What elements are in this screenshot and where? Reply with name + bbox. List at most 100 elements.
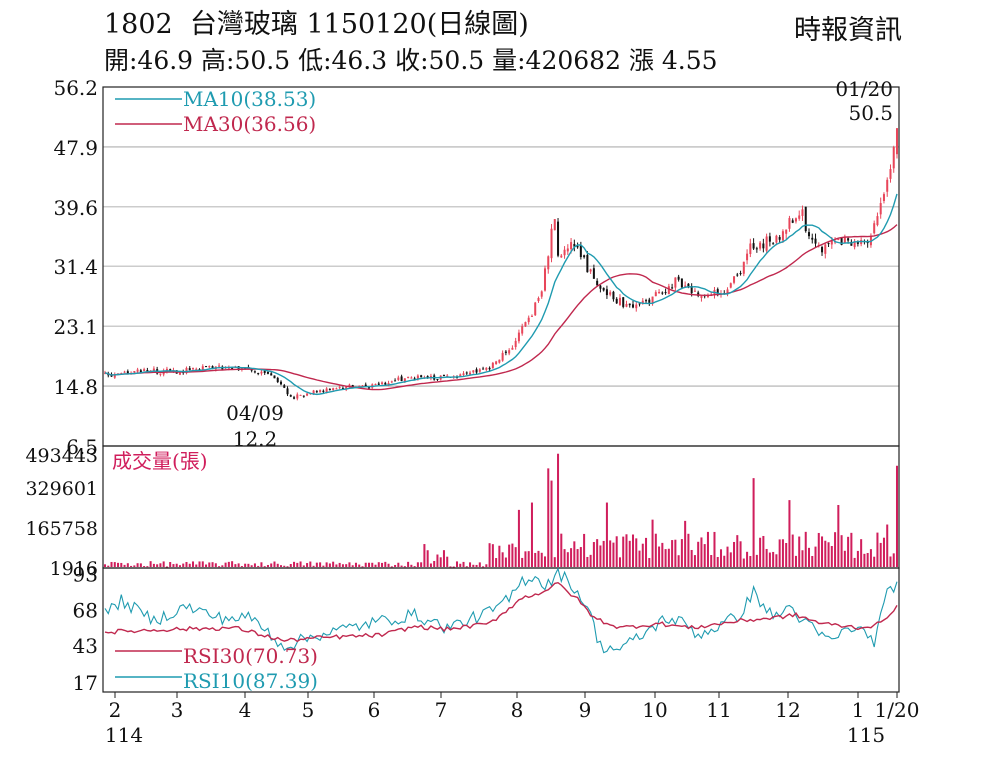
volume-bar [524,551,527,567]
volume-bar [270,563,273,567]
volume-bar [501,552,504,567]
x-year-label: 115 [847,723,885,747]
volume-bar [367,562,371,567]
volume-bar [247,563,250,567]
candle-body [791,220,794,223]
volume-bar [266,564,269,567]
candle-body [843,237,846,243]
volume-bar [589,554,592,567]
candle-body [394,380,397,382]
volume-bar [328,563,331,567]
volume-bar [762,535,765,567]
volume-bar [570,548,573,567]
volume-bar [240,566,243,568]
candle-body [296,394,299,399]
volume-bar [687,533,690,567]
candle-body [478,369,481,372]
volume-bar [231,561,234,567]
ma10-line [104,193,898,396]
candle-body [361,385,364,387]
volume-bar [605,502,608,567]
rsi-frame [102,567,900,693]
volume-bar [876,532,879,567]
x-tick-label: 2 [109,698,122,722]
volume-bar [557,453,560,567]
price-tick-label: 23.1 [53,315,98,339]
candle-body [462,373,465,376]
candle-body [690,286,693,294]
candle-body [358,385,361,388]
volume-tick-label: 1916 [50,558,98,580]
candle-body [459,374,462,377]
volume-bar [599,545,602,567]
volume-bar [791,534,794,567]
candle-body [465,372,468,374]
candle-body [658,291,661,294]
volume-bar [214,563,217,567]
candle-body [661,292,664,294]
volume-bar [159,563,162,567]
candle-body [772,243,775,245]
volume-bar [403,566,406,568]
volume-bar [733,541,736,567]
price-tick-label: 56.2 [53,76,98,100]
candle-body [266,371,269,374]
volume-bar [778,539,781,567]
candle-body [442,375,445,377]
volume-bar [162,561,165,567]
volume-bar [436,554,439,567]
volume-bar [719,549,723,567]
candle-body [716,289,719,294]
x-axis: 2 3 4 5 6 7 8 9 10 11 12 1 1/20 114 115 [105,692,919,747]
volume-bar [788,500,791,567]
volume-bar [742,558,745,567]
volume-bar [439,557,442,567]
volume-bar [482,566,485,568]
candle-body [635,304,638,309]
candle-body [729,283,732,288]
candle-body [570,242,573,250]
chart-header: 1802 台灣玻璃 1150120(日線圖) 時報資訊 開:46.9 高:50.… [0,0,1000,85]
volume-bar [341,564,344,567]
volume-bar [257,565,260,567]
candle-body [319,390,322,393]
source-label: 時報資訊 [794,15,902,46]
candle-body [837,239,840,241]
candle-body [547,256,550,270]
volume-bar [446,556,449,567]
volume-bar [299,561,302,567]
volume-bar [817,532,820,567]
candle-body [498,359,501,363]
price-tick-label: 47.9 [53,136,98,160]
volume-bar [807,547,811,567]
volume-bar [837,504,840,567]
volume-bar [504,557,507,567]
candle-body [508,350,511,354]
candle-body [315,391,318,393]
volume-bar [416,562,419,567]
volume-bar [185,561,188,567]
candle-body [811,237,814,240]
candle-body [276,377,279,383]
volume-bar [661,542,664,567]
volume-bar [684,520,687,567]
candle-body [654,292,657,297]
price-panel: 56.2 47.9 39.6 31.4 23.1 14.8 6.5 MA10(38.53)MA… [53,76,900,459]
candle-body [586,255,589,273]
volume-bar [279,565,283,567]
volume-bar [175,563,178,567]
candle-body [123,371,126,373]
candle-body [446,375,449,377]
volume-bar [645,537,648,567]
volume-bar [224,562,227,567]
candle-body [146,370,149,372]
candle-body [853,241,856,248]
candle-body [785,229,788,234]
x-tick-label: 6 [368,698,381,722]
volume-bar [426,550,429,567]
volume-tick-label: 493443 [25,445,98,467]
volume-bar [664,549,667,567]
candle-body [260,371,263,374]
candle-body [159,373,162,375]
price-tick-label: 6.5 [66,435,98,459]
